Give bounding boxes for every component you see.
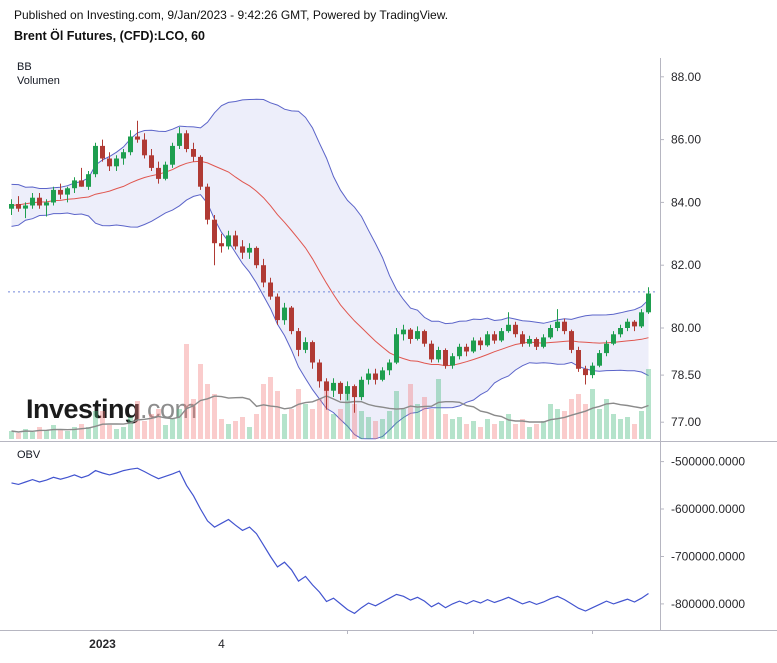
instrument-title: Brent Öl Futures, (CFD):LCO, 60	[14, 29, 205, 43]
indicator-label-bb[interactable]: BB	[17, 61, 32, 73]
obv-axis-label: -600000.0000	[671, 502, 745, 516]
volume-ma-line	[11, 395, 649, 433]
published-line: Published on Investing.com, 9/Jan/2023 -…	[14, 8, 449, 22]
main-pane-legend: BB Volumen	[17, 60, 60, 88]
price-axis-label: 77.00	[671, 415, 701, 429]
time-axis-label: 4	[218, 637, 225, 651]
price-axis-label: 84.00	[671, 195, 701, 209]
price-axis-label: 78.50	[671, 368, 701, 382]
indicator-label-volume[interactable]: Volumen	[17, 75, 60, 87]
chart-svg[interactable]: 88.00 86.00 84.00 82.00 80.00 78.50 77.00 -5000…	[0, 50, 777, 663]
price-axis[interactable]: 88.00 86.00 84.00 82.00 80.00 78.50 77.00	[660, 70, 701, 429]
bollinger-band	[11, 98, 649, 440]
chart-header: Published on Investing.com, 9/Jan/2023 -…	[0, 0, 777, 50]
obv-axis-label: -500000.0000	[671, 455, 745, 469]
investing-watermark: Investing.com	[26, 394, 197, 425]
price-axis-label: 80.00	[671, 321, 701, 335]
price-axis-label: 88.00	[671, 70, 701, 84]
price-axis-label: 86.00	[671, 133, 701, 147]
time-axis[interactable]: 2023 4	[89, 630, 593, 651]
obv-axis-label: -800000.0000	[671, 597, 745, 611]
pane-dividers	[0, 58, 777, 631]
watermark-bold-text: Investing	[26, 394, 141, 424]
indicator-label-obv[interactable]: OBV	[17, 449, 41, 461]
chart-area[interactable]: Investing.com 88.00 86.00 84.00 82.00 80.00 7…	[0, 50, 777, 663]
obv-axis[interactable]: -500000.0000 -600000.0000 -700000.0000 -800…	[660, 455, 745, 611]
candlestick-series	[9, 120, 651, 413]
price-axis-label: 82.00	[671, 258, 701, 272]
obv-line	[11, 467, 649, 615]
obv-axis-label: -700000.0000	[671, 550, 745, 564]
volume-series	[9, 344, 651, 439]
time-axis-label: 2023	[89, 637, 116, 651]
